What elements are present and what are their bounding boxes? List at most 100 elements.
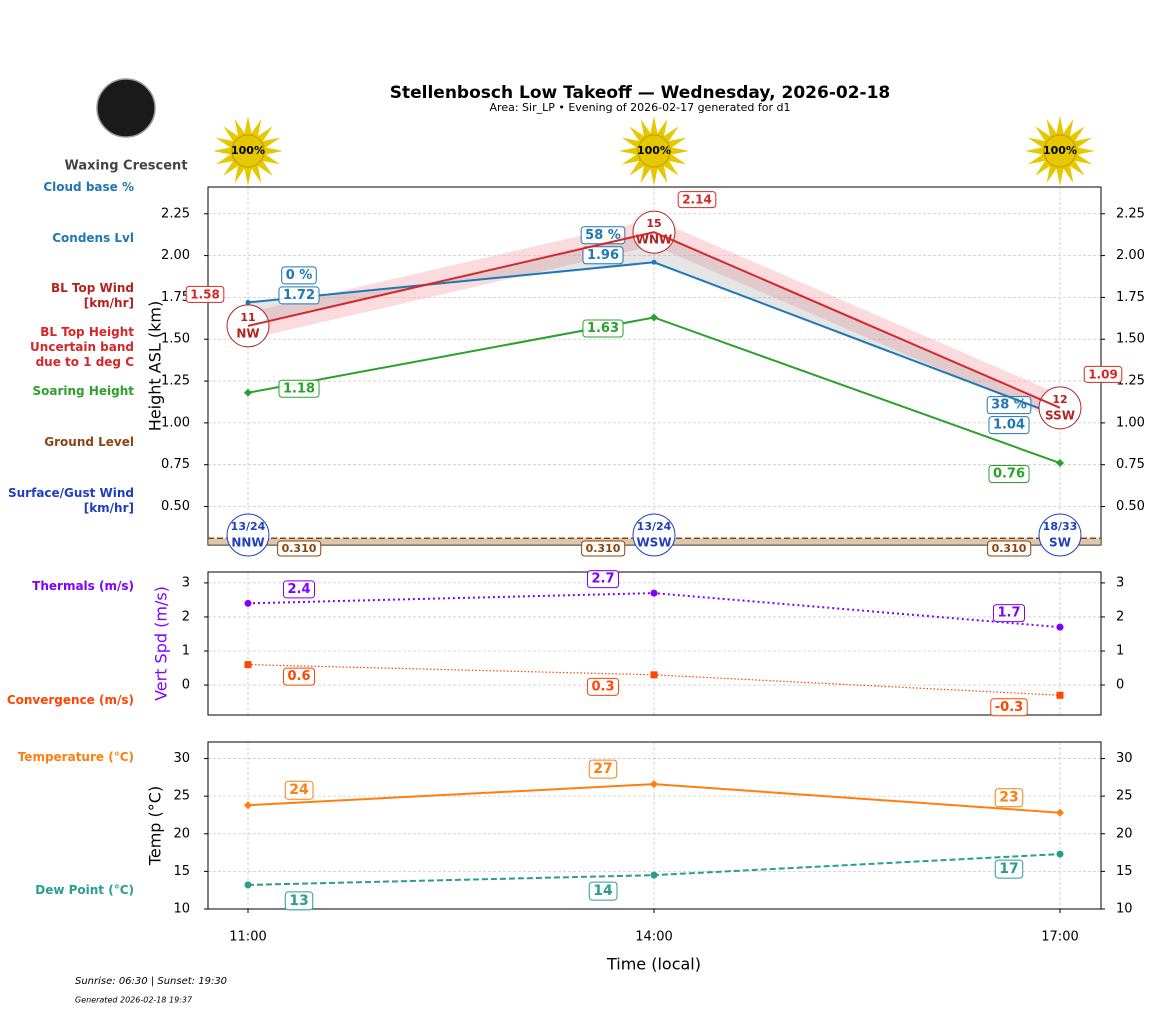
sun-label: 100% [637,144,671,157]
legend-label: Temperature (°C) [4,750,134,765]
value-label: 1.09 [1083,365,1123,383]
wind-direction: WSW [636,536,671,550]
y-tick-label: 1.75 [161,290,190,305]
label-box [990,698,1028,717]
legend-text: Convergence (m/s) [6,693,134,707]
y-tick-label: 1.25 [161,374,190,389]
chart-subtitle: Area: Sir_LP • Evening of 2026-02-17 gen… [490,101,791,114]
value-label: 27 [588,759,618,779]
value-label: 0.6 [282,667,316,686]
value-label: 13 [284,891,314,911]
wind-circle [1038,513,1082,557]
value-label-text: 1.96 [587,248,619,263]
wind-direction: NNW [231,536,264,550]
y-tick-label: 2.00 [1116,248,1145,263]
value-label-text: 1.58 [190,287,220,301]
sun [1043,134,1077,168]
value-label: 1.72 [278,286,320,305]
marker [244,661,252,669]
label-box [677,191,717,209]
y-tick-label: 15 [1116,864,1133,879]
sun-label: 100% [1043,144,1077,157]
y-tick-label: 1.50 [1116,332,1145,347]
value-label: -0.3 [990,698,1028,717]
y-tick-label: 0 [182,678,190,693]
y-tick-label: 1.00 [1116,415,1145,430]
label-box [581,540,626,557]
value-label-text: 58 % [585,228,621,243]
y-tick-label: 25 [173,789,190,804]
label-box [994,859,1024,879]
marker [650,589,658,597]
value-label-text: 1.09 [1088,367,1118,381]
value-label-text: 14 [593,883,613,899]
value-label-text: 1.63 [587,321,619,336]
value-label: 0.310 [581,540,626,557]
moon-phase: Waxing Crescent [64,159,187,174]
value-label: 38 % [986,396,1032,415]
label-box [284,891,314,911]
value-label: 0.76 [988,465,1030,484]
y-axis-label: Temp (°C) [146,786,165,866]
marker [650,871,658,879]
x-tick-label: 11:00 [229,930,266,945]
y-tick-label: 30 [1116,751,1133,766]
marker [650,671,658,679]
label-box [988,416,1030,435]
y-tick-label: 0.75 [161,457,190,472]
label-box [582,319,624,338]
label-box [278,379,320,398]
y-tick-label: 3 [1116,575,1124,590]
value-label: 1.58 [185,285,225,303]
legend-label: Soaring Height [4,384,135,399]
plot-frame [207,741,1102,910]
value-label-text: 0.310 [586,542,621,555]
y-tick-label: 2 [182,609,190,624]
value-label-text: 1.7 [997,606,1020,621]
value-label-text: 13 [289,893,308,909]
plot-frame [207,571,1102,716]
legend-text: Dew Point (°C) [35,883,134,897]
y-tick-label: 15 [173,864,190,879]
y-tick-label: 2.00 [161,248,190,263]
value-label-text: 1.04 [993,418,1025,433]
moon [96,78,156,138]
legend-text: Temperature (°C) [17,750,134,764]
value-label-text: 0.6 [287,669,310,684]
label-box [185,285,225,303]
legend-label: Thermals (m/s) [4,579,134,594]
wind-circle [226,513,270,557]
y-tick-label: 1.00 [161,415,190,430]
value-label: 1.63 [582,319,624,338]
legend-label: Cloud base % [4,180,134,195]
value-label-text: 0.310 [992,542,1027,555]
y-tick-label: 1.50 [161,332,190,347]
value-label: 24 [284,780,314,800]
y-tick-label: 0.50 [161,499,190,514]
value-label-text: 1.18 [283,381,315,396]
y-tick-label: 10 [1116,902,1133,917]
y-tick-label: 25 [1116,789,1133,804]
y-tick-label: 0.75 [1116,457,1145,472]
legend-text: Thermals (m/s) [32,579,134,593]
marker [1056,459,1064,468]
wind-speed: 18/33 [1043,520,1078,533]
y-tick-label: 30 [173,751,190,766]
legend-text: Soaring Height [32,384,135,398]
value-label: 14 [588,881,618,901]
sun-times: Sunrise: 06:30 | Sunset: 19:30 [75,976,227,987]
generated: Generated 2026-02-18 19:37 [75,996,193,1005]
y-tick-label: 20 [1116,826,1133,841]
y-axis-label: Height ASL (km) [146,301,165,431]
value-label-text: -0.3 [995,700,1023,715]
legend-label: BL Top Height Uncertain band due to 1 deg… [14,325,134,370]
marker [245,299,251,305]
value-label-text: 38 % [991,398,1027,413]
marker [650,313,658,322]
label-box [988,465,1030,484]
value-label: 1.04 [988,416,1030,435]
value-label-text: 23 [999,790,1018,806]
y-tick-label: 2.25 [161,206,190,221]
wind-speed: 15 [646,217,661,230]
